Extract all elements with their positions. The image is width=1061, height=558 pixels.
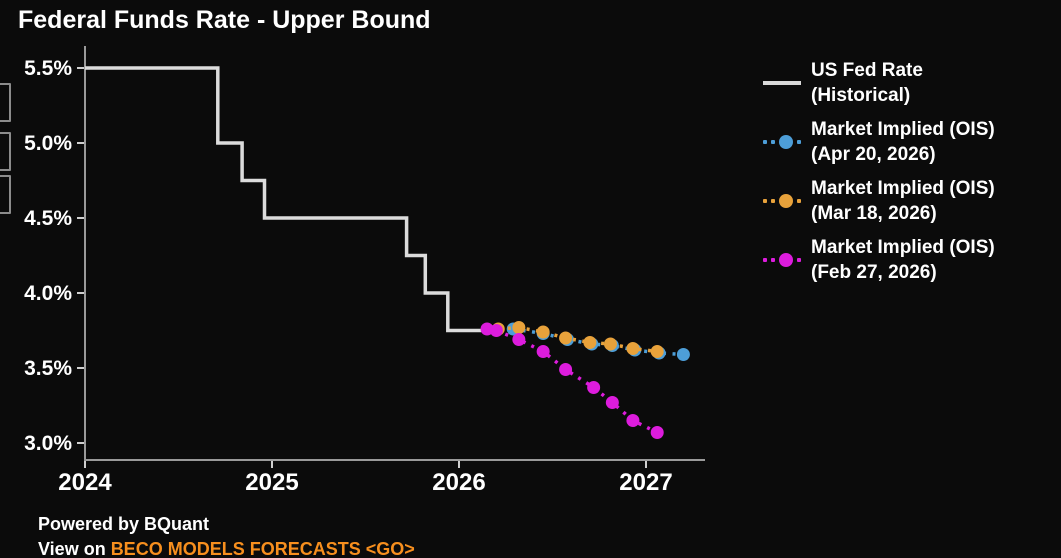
legend-item-label: Market Implied (OIS) (Apr 20, 2026) — [811, 119, 995, 165]
y-tick-label: 4.5% — [24, 207, 72, 230]
series-marker — [626, 342, 640, 355]
legend-item-label: Market Implied (OIS) (Mar 18, 2026) — [811, 178, 995, 224]
series-historical-line — [85, 66, 482, 333]
series-marker — [605, 396, 619, 409]
beco-models-forecasts-link[interactable]: BECO MODELS FORECASTS <GO> — [110, 539, 415, 558]
series-marker — [583, 336, 597, 349]
legend-dotted-circle-icon — [763, 194, 805, 208]
series-marker — [559, 363, 573, 376]
legend-line-icon — [763, 81, 805, 85]
x-tick-label: 2025 — [245, 469, 298, 496]
legend-dotted-circle-icon — [763, 253, 805, 267]
series-marker — [626, 414, 640, 427]
series-marker — [676, 348, 690, 361]
legend-item-4[interactable]: Market Implied (OIS) (Feb 27, 2026) — [763, 235, 995, 285]
legend-dotted-circle-icon — [763, 135, 805, 149]
series-marker — [536, 345, 550, 358]
view-on-label: View on — [38, 539, 111, 558]
chart-title: Federal Funds Rate - Upper Bound — [18, 6, 431, 34]
left-edge-button-1[interactable] — [0, 83, 11, 122]
chart-legend: US Fed Rate (Historical) Market Implied (O… — [763, 58, 995, 294]
y-tick-label: 5.0% — [24, 132, 72, 155]
y-tick-label: 4.0% — [24, 282, 72, 305]
series-marker — [559, 331, 573, 345]
y-tick-label: 3.0% — [24, 432, 72, 455]
left-edge-button-2[interactable] — [0, 132, 11, 171]
series-marker — [489, 324, 503, 337]
legend-item-label: US Fed Rate (Historical) — [811, 60, 923, 106]
powered-by-text: Powered by BQuant — [38, 514, 210, 534]
chart-footer: Powered by BQuant View on BECO MODELS FO… — [38, 512, 415, 558]
view-on-line: View on BECO MODELS FORECASTS <GO> — [38, 537, 415, 558]
y-tick-label: 3.5% — [24, 357, 72, 380]
left-edge-button-3[interactable] — [0, 175, 11, 214]
series-marker — [512, 333, 526, 346]
x-tick-label: 2024 — [58, 469, 112, 496]
y-tick-label: 5.5% — [24, 57, 72, 80]
legend-item-1[interactable]: US Fed Rate (Historical) — [763, 58, 995, 108]
series-marker — [650, 426, 664, 439]
series-marker — [650, 345, 664, 358]
x-tick-label: 2027 — [619, 469, 672, 496]
series-marker — [536, 325, 550, 339]
series-marker — [512, 321, 526, 334]
series-marker — [587, 381, 601, 394]
legend-item-label: Market Implied (OIS) (Feb 27, 2026) — [811, 237, 995, 283]
legend-item-3[interactable]: Market Implied (OIS) (Mar 18, 2026) — [763, 176, 995, 226]
x-tick-label: 2026 — [432, 469, 485, 496]
legend-item-2[interactable]: Market Implied (OIS) (Apr 20, 2026) — [763, 117, 995, 167]
series-marker — [603, 337, 617, 351]
